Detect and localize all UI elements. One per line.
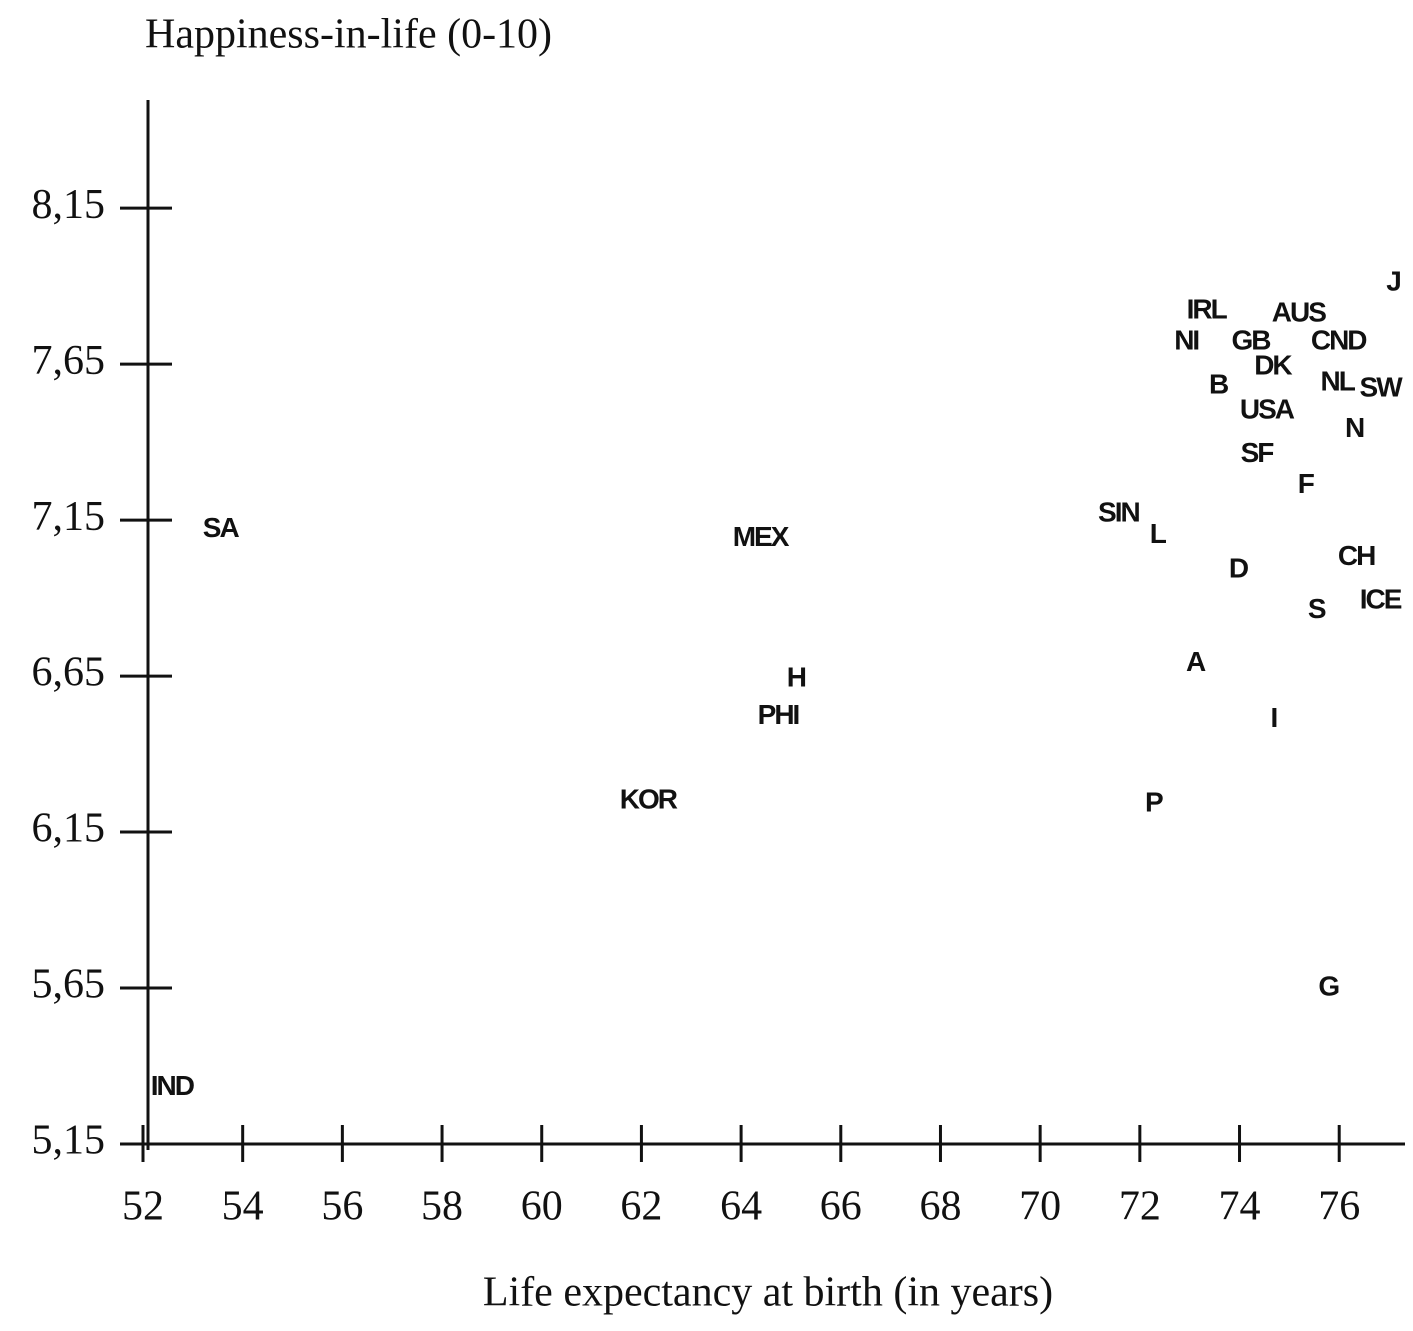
point-label: KOR xyxy=(620,783,678,814)
point-label: CH xyxy=(1338,540,1375,571)
point-label: H xyxy=(787,662,806,693)
point-label: MEX xyxy=(733,521,790,552)
y-tick-label: 5,15 xyxy=(32,1118,106,1164)
x-tick-label: 70 xyxy=(1019,1184,1061,1230)
x-tick-label: 68 xyxy=(919,1184,961,1230)
x-tick-label: 56 xyxy=(321,1184,363,1230)
x-tick-label: 72 xyxy=(1119,1184,1161,1230)
chart-title: Happiness-in-life (0-10) xyxy=(145,12,552,58)
point-label: G xyxy=(1318,970,1339,1001)
point-label: D xyxy=(1229,552,1249,583)
point-label: J xyxy=(1386,265,1400,296)
point-label: PHI xyxy=(758,699,799,730)
point-label: B xyxy=(1209,368,1228,399)
point-label: P xyxy=(1145,786,1163,817)
point-label: NL xyxy=(1321,365,1356,396)
point-label: I xyxy=(1271,702,1277,733)
point-label: N xyxy=(1345,412,1364,443)
point-label: SW xyxy=(1360,371,1404,402)
x-tick-label: 54 xyxy=(222,1184,264,1230)
point-label: IRL xyxy=(1187,294,1228,325)
x-tick-label: 60 xyxy=(521,1184,563,1230)
point-label: L xyxy=(1150,518,1167,549)
y-tick-label: 8,15 xyxy=(32,182,106,228)
x-tick-label: 66 xyxy=(820,1184,862,1230)
x-tick-label: 52 xyxy=(122,1184,164,1230)
point-label: SA xyxy=(203,512,240,543)
point-label: S xyxy=(1308,593,1326,624)
y-tick-label: 7,15 xyxy=(32,494,106,540)
point-label: SIN xyxy=(1098,496,1139,527)
point-label: A xyxy=(1186,646,1206,677)
point-label: CND xyxy=(1311,325,1367,356)
point-label: SF xyxy=(1241,437,1275,468)
point-label: ICE xyxy=(1360,584,1402,615)
y-tick-label: 7,65 xyxy=(32,338,106,384)
y-tick-label: 5,65 xyxy=(32,962,106,1008)
point-label: DK xyxy=(1254,350,1292,381)
y-tick-label: 6,65 xyxy=(32,650,106,696)
point-label: USA xyxy=(1240,393,1295,424)
point-label: GB xyxy=(1231,325,1270,356)
point-label: F xyxy=(1298,468,1315,499)
point-label: NI xyxy=(1174,325,1198,356)
x-tick-label: 76 xyxy=(1318,1184,1360,1230)
y-tick-label: 6,15 xyxy=(32,806,106,852)
x-axis-label: Life expectancy at birth (in years) xyxy=(483,1270,1053,1316)
x-tick-label: 62 xyxy=(620,1184,662,1230)
x-tick-label: 58 xyxy=(421,1184,463,1230)
point-label: IND xyxy=(151,1070,195,1101)
point-label: AUS xyxy=(1272,297,1326,328)
x-tick-label: 74 xyxy=(1219,1184,1261,1230)
x-tick-label: 64 xyxy=(720,1184,762,1230)
